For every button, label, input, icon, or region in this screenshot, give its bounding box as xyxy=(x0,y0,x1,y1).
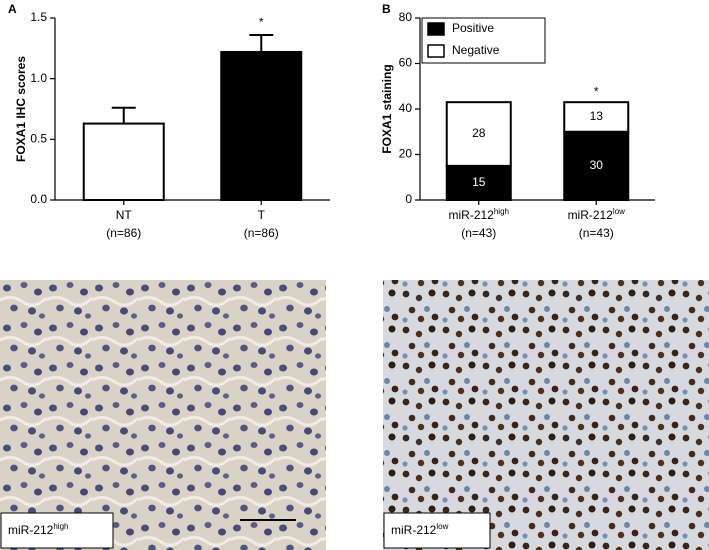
y-tick-label: 0 xyxy=(405,192,412,206)
y-tick-label: 40 xyxy=(399,101,413,115)
value-label: 13 xyxy=(590,109,604,123)
legend-label: Negative xyxy=(452,43,500,57)
micrograph xyxy=(383,280,709,550)
bar-segment xyxy=(445,101,512,167)
category-name: T xyxy=(258,208,266,222)
bar xyxy=(82,122,165,201)
category-name: miR-212 xyxy=(449,208,495,222)
value-label: 30 xyxy=(590,158,604,172)
image-label: miR-212low xyxy=(391,522,449,537)
image-label: miR-212high xyxy=(8,522,68,537)
bar-segment xyxy=(563,130,630,201)
y-tick-label: 80 xyxy=(399,10,413,24)
x-tick-label: miR-212high xyxy=(449,207,509,222)
category-note: (n=43) xyxy=(579,226,614,240)
image-label-box xyxy=(0,512,114,549)
x-tick-label: NT xyxy=(116,208,133,222)
y-tick-label: 20 xyxy=(399,147,413,161)
y-tick-label: 1.5 xyxy=(30,10,47,24)
x-tick-label: miR-212low xyxy=(568,207,626,222)
category-sup: low xyxy=(613,207,625,216)
bar xyxy=(220,50,303,202)
category-note: (n=43) xyxy=(461,226,496,240)
label-text: miR-212 xyxy=(8,523,54,537)
x-tick-label: T xyxy=(258,208,266,222)
y-tick-label: 60 xyxy=(399,56,413,70)
y-axis-label: FOXA1 IHC scores xyxy=(14,56,28,162)
category-name: miR-212 xyxy=(568,208,614,222)
category-sup: high xyxy=(494,207,509,216)
category-note: (n=86) xyxy=(244,226,279,240)
annotation: * xyxy=(594,84,599,98)
label-sup: low xyxy=(436,522,448,531)
y-tick-label: 0.5 xyxy=(30,132,47,146)
category-name: NT xyxy=(116,208,133,222)
y-tick-label: 1.0 xyxy=(30,71,47,85)
value-label: 15 xyxy=(472,175,486,189)
y-tick-label: 0.0 xyxy=(30,192,47,206)
y-axis-label: FOXA1 staining xyxy=(380,64,394,153)
bar-segment xyxy=(445,164,512,201)
value-label: 28 xyxy=(472,126,486,140)
micrograph xyxy=(0,280,326,550)
category-note: (n=86) xyxy=(106,226,141,240)
bar-segment xyxy=(563,101,630,133)
image-label-box xyxy=(383,512,491,549)
legend-swatch xyxy=(427,44,445,58)
annotation: * xyxy=(259,15,264,29)
panel-label: A xyxy=(8,2,17,16)
panel-label: B xyxy=(382,2,391,16)
label-text: miR-212 xyxy=(391,523,437,537)
legend-label: Positive xyxy=(452,21,494,35)
legend-swatch xyxy=(427,22,445,36)
label-sup: high xyxy=(53,522,68,531)
